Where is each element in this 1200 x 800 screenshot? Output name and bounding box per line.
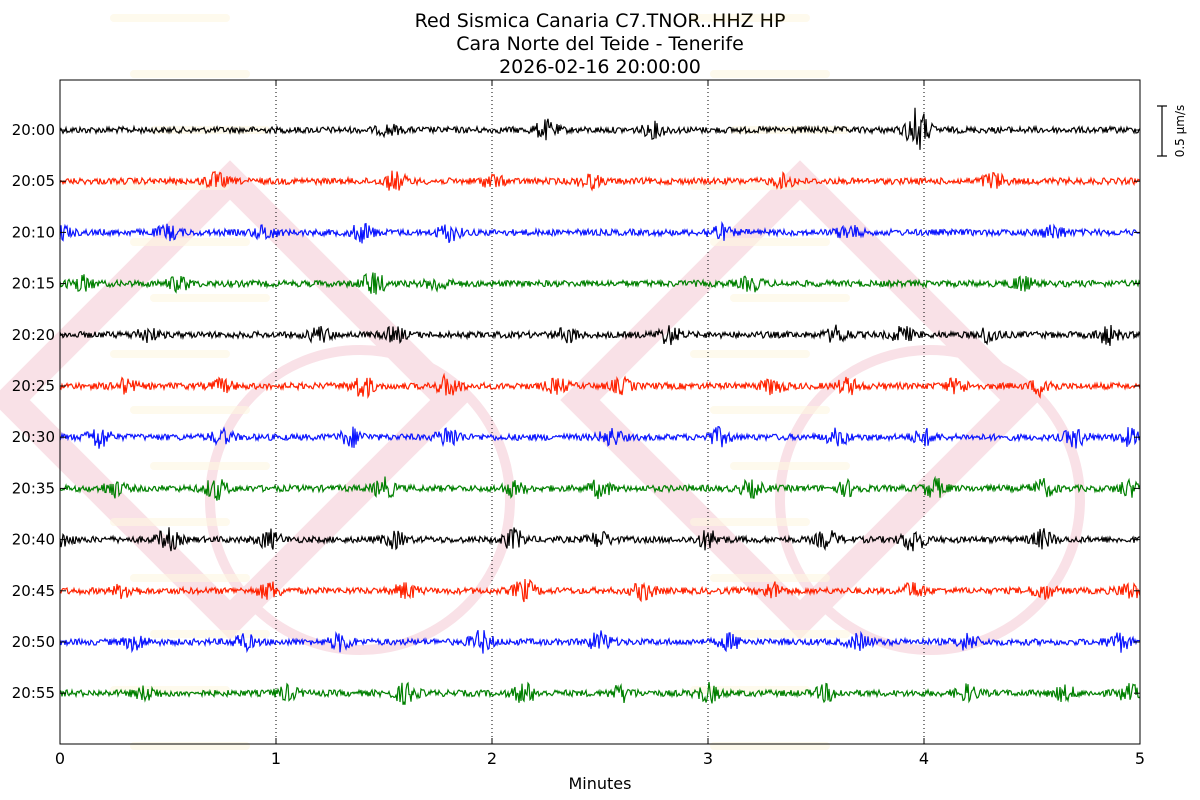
watermark-stripe [730,126,850,134]
watermark-stripe [710,238,830,246]
watermark-logo [0,14,1085,750]
trace-2025 [59,372,1141,399]
chart-title: Red Sismica Canaria C7.TNOR..HHZ HP [414,10,786,32]
trace-2010 [59,221,1141,244]
x-tick-label: 3 [703,749,713,768]
watermark-stripe [110,518,230,526]
watermark-stripe [710,574,830,582]
plot-frame [59,79,1141,745]
x-tick-label: 0 [55,749,65,768]
y-tick-label: 20:35 [12,479,55,497]
chart-title-block: Red Sismica Canaria C7.TNOR..HHZ HP Cara… [0,10,1200,79]
trace-2015 [59,272,1141,295]
trace-2030 [59,426,1141,449]
watermark-diamond [560,160,1040,640]
scale-bar: 0.5 µm/s [1157,105,1187,158]
y-axis: 20:00 20:05 20:10 20:15 20:20 20:25 20:30 20:35… [12,121,1140,702]
trace-2000 [59,107,1141,150]
scale-bar-label: 0.5 µm/s [1173,105,1187,158]
watermark-stripe [710,742,830,750]
watermark-stripe [110,14,230,22]
y-tick-label: 20:50 [12,633,55,651]
chart-subtitle-location: Cara Norte del Teide - Tenerife [456,33,744,55]
trace-2040 [59,527,1140,552]
trace-2035 [59,475,1141,501]
watermark-stripe [730,630,850,638]
y-tick-label: 20:10 [12,223,55,241]
watermark-stripe [150,462,270,470]
x-tick-label: 4 [919,749,929,768]
watermark-stripe [150,294,270,302]
trace-2005 [59,170,1141,192]
y-tick-label: 20:05 [12,172,55,190]
trace-2050 [59,629,1141,654]
grid-lines [275,80,925,744]
x-tick-label: 5 [1135,749,1145,768]
y-tick-label: 20:40 [12,531,55,549]
watermark-diamond [0,160,470,640]
y-tick-label: 20:55 [12,684,55,702]
watermark-stripe [710,70,830,78]
watermark-stripe [130,406,250,414]
watermark-stripe [110,350,230,358]
watermark-stripe [130,70,250,78]
y-tick-label: 20:20 [12,326,55,344]
x-tick-label: 2 [487,749,497,768]
watermark-ring [205,345,515,655]
x-tick-label: 1 [271,749,281,768]
watermark-stripe [690,350,810,358]
watermark-stripe [710,406,830,414]
watermark-stripe [110,182,230,190]
watermark-stripe [690,182,810,190]
watermark-stripe [130,238,250,246]
trace-2020 [59,324,1141,346]
y-tick-label: 20:15 [12,275,55,293]
trace-2055 [59,681,1141,705]
trace-group [59,107,1141,705]
x-axis: 0 1 2 3 4 5 Minutes [55,80,1145,793]
y-tick-label: 20:00 [12,121,55,139]
watermark-stripe [130,742,250,750]
watermark-stripe [150,630,270,638]
y-tick-label: 20:30 [12,428,55,446]
trace-2045 [59,578,1141,603]
watermark-stripe [730,294,850,302]
watermark-stripe [690,14,810,22]
x-axis-label: Minutes [569,774,632,793]
watermark-ring [775,345,1085,655]
watermark-stripe [690,518,810,526]
y-tick-label: 20:45 [12,582,55,600]
y-tick-label: 20:25 [12,377,55,395]
watermark-stripe [130,574,250,582]
chart-subtitle-datetime: 2026-02-16 20:00:00 [499,56,701,78]
watermark-stripe [730,462,850,470]
